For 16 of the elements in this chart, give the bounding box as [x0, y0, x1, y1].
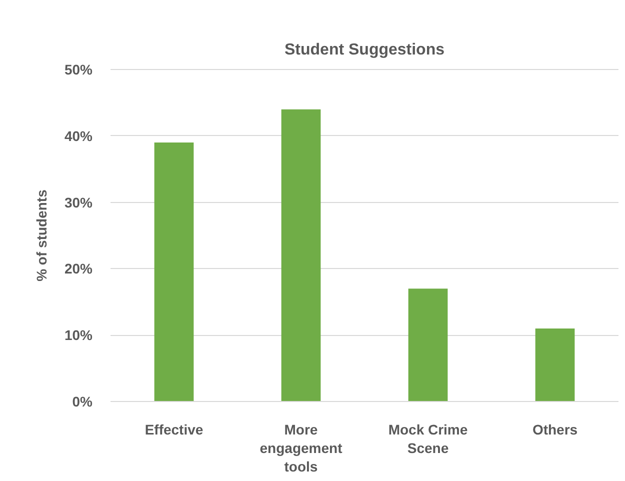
bar — [154, 142, 194, 402]
y-tick-label: 40% — [64, 128, 94, 144]
y-tick-label: 50% — [64, 62, 94, 78]
y-tick-label: 30% — [64, 194, 94, 210]
x-tick-label: Mock Crime Scene — [388, 422, 468, 456]
y-tick-label: 10% — [64, 327, 94, 344]
chart-title: Student Suggestions — [284, 42, 445, 58]
bar — [281, 109, 321, 402]
x-tick-label: More engagement tools — [260, 422, 343, 474]
bar — [535, 328, 575, 402]
y-tick-label: 20% — [64, 260, 94, 277]
x-tick-label: Effective — [144, 422, 204, 438]
y-axis-title: % of students — [33, 189, 50, 282]
bar — [408, 288, 448, 402]
y-tick-label: 0% — [72, 394, 94, 410]
x-tick-label: Others — [532, 422, 578, 438]
